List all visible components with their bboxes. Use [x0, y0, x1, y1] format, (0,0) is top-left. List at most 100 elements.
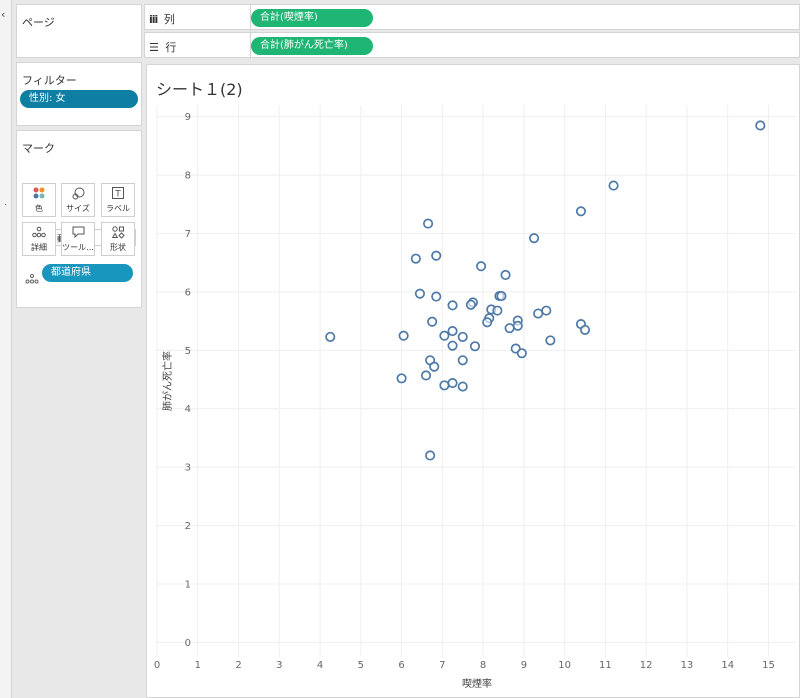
scatter-point[interactable]	[512, 320, 523, 331]
mark-shape-button[interactable]: 形状	[101, 222, 135, 256]
y-tick-label: 2	[185, 521, 191, 532]
filter-pill-gender[interactable]: 性別: 女	[20, 90, 138, 108]
scatter-plot[interactable]: 0 1 2 3 4 5 6 7 8 9 10 11 12 13 14 150123456789喫煙率肺がん死亡…	[147, 65, 799, 697]
x-tick-label: 4	[317, 660, 323, 671]
left-collapsed-strip: ‹ ·	[0, 0, 12, 698]
mark-tooltip-button[interactable]: ツール...	[61, 222, 95, 256]
x-tick-label: 9	[521, 660, 527, 671]
scatter-point[interactable]	[439, 380, 450, 391]
scatter-point[interactable]	[504, 323, 515, 334]
scatter-point[interactable]	[423, 218, 434, 229]
scatter-point[interactable]	[425, 450, 436, 461]
y-tick-label: 5	[185, 346, 191, 357]
scatter-point[interactable]	[429, 361, 440, 372]
x-tick-label: 11	[599, 660, 612, 671]
color-icon	[23, 187, 55, 201]
scatter-point[interactable]	[545, 335, 556, 346]
x-tick-label: 8	[480, 660, 486, 671]
scatter-point[interactable]	[410, 253, 421, 264]
scatter-point[interactable]	[516, 348, 527, 359]
x-tick-label: 3	[276, 660, 282, 671]
detail-encoding-icon	[25, 269, 39, 288]
scatter-point[interactable]	[541, 305, 552, 316]
scatter-point[interactable]	[420, 370, 432, 381]
columns-shelf: iii 列 合計(喫煙率)	[144, 4, 800, 31]
columns-icon: iii	[149, 13, 158, 26]
scatter-point[interactable]	[496, 290, 507, 302]
scatter-point[interactable]	[431, 291, 442, 302]
filter-pill-label: 性別: 女	[29, 93, 66, 104]
marks-title: マーク	[22, 142, 55, 155]
pages-card: ページ	[16, 4, 142, 58]
rows-shelf: ☰ 行 合計(肺がん死亡率)	[144, 32, 800, 59]
scatter-point[interactable]	[533, 308, 544, 319]
shape-icon	[102, 226, 134, 240]
scatter-point[interactable]	[431, 250, 442, 261]
detail-pill-prefecture[interactable]: 都道府県	[42, 264, 133, 282]
strip-dot-icon: ·	[4, 200, 8, 211]
scatter-point[interactable]	[575, 206, 586, 217]
pages-title: ページ	[22, 16, 55, 29]
mark-shape-label: 形状	[110, 243, 126, 252]
shelf-divider	[250, 33, 251, 59]
mark-label-button[interactable]: T ラベル	[101, 183, 135, 217]
scatter-point[interactable]	[325, 331, 336, 342]
mark-size-label: サイズ	[66, 204, 90, 213]
mark-type-value: 自動	[48, 235, 67, 245]
x-tick-label: 2	[235, 660, 241, 671]
rows-label: 行	[165, 41, 177, 54]
columns-pill-smoking-rate[interactable]: 合計(喫煙率)	[251, 9, 373, 27]
scatter-point[interactable]	[447, 340, 458, 351]
mark-size-button[interactable]: サイズ	[61, 183, 95, 217]
y-tick-label: 8	[185, 171, 191, 182]
scatter-point[interactable]	[482, 317, 493, 328]
x-tick-label: 6	[398, 660, 404, 671]
shelf-divider	[250, 5, 251, 31]
scatter-point[interactable]	[492, 305, 503, 316]
scatter-point[interactable]	[447, 326, 458, 337]
svg-text:T: T	[114, 190, 121, 200]
scatter-point[interactable]	[608, 180, 619, 191]
y-tick-label: 9	[185, 112, 191, 123]
scatter-point[interactable]	[529, 233, 540, 244]
x-tick-label: 10	[558, 660, 571, 671]
mark-label-label: ラベル	[106, 204, 130, 213]
columns-pill-label: 合計(喫煙率)	[260, 12, 318, 23]
detail-icon	[23, 226, 55, 240]
scatter-point[interactable]	[396, 373, 407, 384]
mark-detail-button[interactable]: 詳細	[22, 222, 56, 256]
scatter-point[interactable]	[447, 300, 458, 311]
scatter-point[interactable]	[439, 330, 450, 341]
scatter-point[interactable]	[427, 316, 438, 327]
x-tick-label: 12	[640, 660, 653, 671]
detail-pill-label: 都道府県	[51, 267, 91, 278]
scatter-point[interactable]	[447, 377, 458, 389]
scatter-point[interactable]	[579, 324, 591, 335]
scatter-point[interactable]	[457, 355, 468, 366]
tooltip-icon	[62, 226, 94, 240]
scatter-point[interactable]	[457, 381, 468, 392]
scatter-point[interactable]	[476, 261, 487, 272]
scatter-point[interactable]	[465, 299, 476, 310]
marks-card: マーク ⁂ 自動 ▼ 色 サイズ T ラベル 詳細 ツール...	[16, 130, 142, 308]
x-tick-label: 15	[762, 660, 775, 671]
x-tick-label: 7	[439, 660, 445, 671]
y-tick-label: 0	[185, 638, 191, 649]
x-tick-label: 0	[154, 660, 160, 671]
sheet-title: シート１(2)	[156, 80, 243, 99]
x-tick-label: 1	[195, 660, 201, 671]
mark-color-button[interactable]: 色	[22, 183, 56, 217]
y-tick-label: 4	[185, 404, 191, 415]
collapse-chevron-icon[interactable]: ‹	[1, 8, 6, 21]
filters-title: フィルター	[22, 74, 77, 87]
x-axis-title: 喫煙率	[462, 677, 492, 690]
y-tick-label: 1	[185, 579, 191, 590]
scatter-point[interactable]	[755, 120, 766, 131]
scatter-point[interactable]	[457, 331, 468, 342]
scatter-point[interactable]	[469, 341, 481, 352]
scatter-point[interactable]	[414, 288, 425, 299]
scatter-point[interactable]	[500, 269, 511, 281]
rows-pill-lung-cancer-rate[interactable]: 合計(肺がん死亡率)	[251, 37, 373, 55]
scatter-point[interactable]	[398, 330, 409, 341]
columns-label: 列	[163, 13, 175, 26]
